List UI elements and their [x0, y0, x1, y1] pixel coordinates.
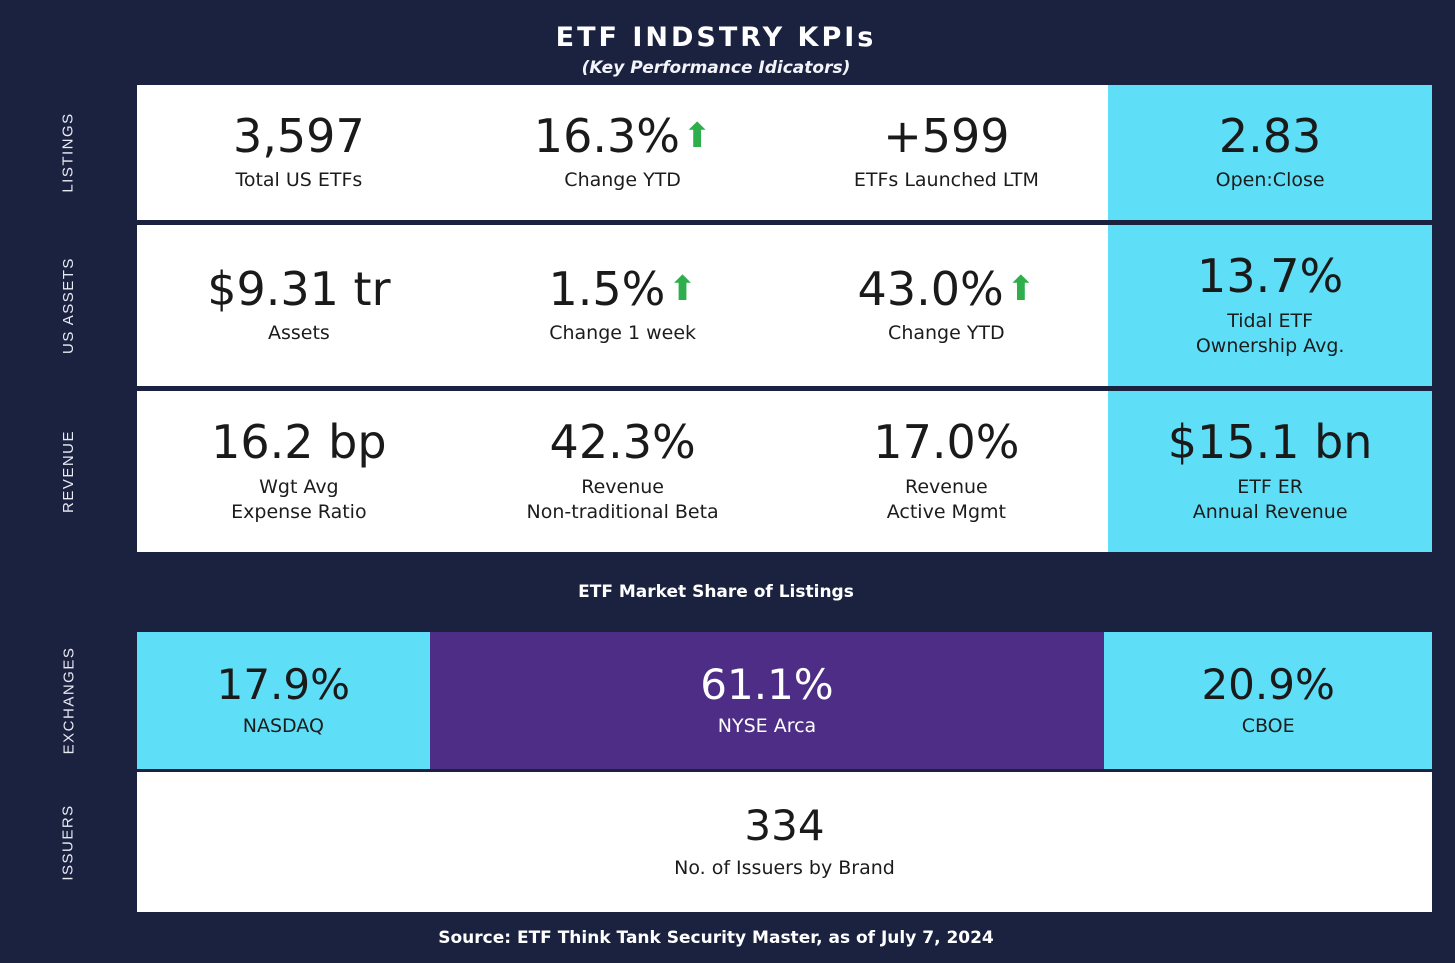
kpi-label: Open:Close: [1215, 169, 1325, 192]
kpi-label: Change YTD: [564, 169, 681, 192]
kpi-value: 3,597: [233, 108, 365, 163]
issuers-gutter: ISSUERS: [0, 772, 137, 912]
kpi-value: 43.0%: [857, 261, 1004, 316]
exchanges-row: EXCHANGES 17.9% NASDAQ 61.1% NYSE Arca 2…: [0, 632, 1432, 769]
kpi-label: ETFs Launched LTM: [853, 169, 1039, 192]
kpi-open-close: 2.83 Open:Close: [1108, 85, 1432, 220]
listings-cards: 3,597 Total US ETFs 16.3% ⬆ Change YTD +5…: [137, 85, 1432, 220]
source-text: Source: ETF Think Tank Security Master, …: [438, 928, 994, 948]
page-subtitle: (Key Performance Idicators): [581, 58, 851, 78]
kpi-label: Assets: [267, 322, 330, 345]
kpi-label: Wgt Avg Expense Ratio: [231, 475, 367, 524]
revenue-row: REVENUE 16.2 bp Wgt Avg Expense Ratio 42…: [0, 391, 1432, 552]
revenue-cards: 16.2 bp Wgt Avg Expense Ratio 42.3% Reve…: [137, 391, 1432, 552]
us-assets-cards: $9.31 tr Assets 1.5% ⬆ Change 1 week 43.0…: [137, 225, 1432, 386]
revenue-gutter: REVENUE: [0, 391, 137, 552]
kpi-change-ytd-listings: 16.3% ⬆ Change YTD: [461, 85, 785, 220]
bar-segment-nyse-arca: 61.1% NYSE Arca: [429, 632, 1105, 769]
kpi-label: Change 1 week: [549, 322, 697, 345]
section-label-listings: LISTINGS: [59, 112, 77, 193]
kpi-etf-er-annual-revenue: $15.1 bn ETF ER Annual Revenue: [1108, 391, 1432, 552]
issuers-row: ISSUERS 334 No. of Issuers by Brand: [0, 772, 1432, 912]
kpi-label: Total US ETFs: [235, 169, 363, 192]
kpi-label: No. of Issuers by Brand: [674, 856, 895, 879]
market-share-bar: 17.9% NASDAQ 61.1% NYSE Arca 20.9% CBOE: [137, 632, 1432, 769]
market-share-title-band: ETF Market Share of Listings: [0, 552, 1432, 632]
exchanges-gutter: EXCHANGES: [0, 632, 137, 769]
kpi-etfs-launched-ltm: +599 ETFs Launched LTM: [785, 85, 1109, 220]
kpi-value: 13.7%: [1197, 249, 1344, 304]
kpi-revenue-active-mgmt: 17.0% Revenue Active Mgmt: [785, 391, 1109, 552]
kpi-value-with-arrow: 43.0% ⬆: [858, 264, 1036, 315]
segment-label: NASDAQ: [242, 714, 324, 737]
source-band: Source: ETF Think Tank Security Master, …: [0, 928, 1432, 948]
kpi-issuers-by-brand: 334 No. of Issuers by Brand: [137, 772, 1432, 912]
segment-label: NYSE Arca: [717, 714, 817, 737]
kpi-value: 16.2 bp: [211, 415, 387, 470]
kpi-value: +599: [883, 108, 1010, 163]
us-assets-gutter: US ASSETS: [0, 225, 137, 386]
up-arrow-icon: ⬆: [668, 269, 697, 310]
page-title: ETF INDSTRY KPIs: [555, 22, 877, 53]
kpi-assets: $9.31 tr Assets: [137, 225, 461, 386]
segment-label: CBOE: [1241, 714, 1295, 737]
kpi-label: Change YTD: [888, 322, 1005, 345]
section-label-exchanges: EXCHANGES: [59, 646, 77, 755]
section-label-revenue: REVENUE: [60, 429, 77, 514]
kpi-change-ytd-assets: 43.0% ⬆ Change YTD: [785, 225, 1109, 386]
kpi-label: Revenue Active Mgmt: [886, 475, 1006, 524]
us-assets-row: US ASSETS $9.31 tr Assets 1.5% ⬆ Change 1…: [0, 225, 1432, 386]
kpi-value: 1.5%: [548, 261, 666, 316]
issuers-cards: 334 No. of Issuers by Brand: [137, 772, 1432, 912]
listings-gutter: LISTINGS: [0, 85, 137, 220]
up-arrow-icon: ⬆: [682, 116, 712, 157]
kpi-value: 2.83: [1218, 108, 1322, 163]
kpi-label: Revenue Non-traditional Beta: [526, 475, 719, 524]
segment-value: 17.9%: [216, 659, 351, 709]
kpi-total-us-etfs: 3,597 Total US ETFs: [137, 85, 461, 220]
kpi-label: Tidal ETF Ownership Avg.: [1195, 309, 1345, 358]
up-arrow-icon: ⬆: [1006, 269, 1036, 310]
section-label-issuers: ISSUERS: [59, 803, 77, 881]
kpi-value-with-arrow: 16.3% ⬆: [534, 111, 712, 162]
kpi-value: 42.3%: [549, 415, 696, 470]
segment-value: 61.1%: [700, 659, 834, 709]
market-share-title: ETF Market Share of Listings: [578, 582, 854, 602]
segment-value: 20.9%: [1201, 659, 1335, 709]
listings-row: LISTINGS 3,597 Total US ETFs 16.3% ⬆ Chan…: [0, 85, 1432, 220]
bar-segment-nasdaq: 17.9% NASDAQ: [137, 632, 430, 769]
kpi-value: $15.1 bn: [1167, 415, 1373, 470]
kpi-tidal-ownership: 13.7% Tidal ETF Ownership Avg.: [1108, 225, 1432, 386]
kpi-value: $9.31 tr: [207, 261, 391, 316]
dashboard-header: ETF INDSTRY KPIs (Key Performance Idicat…: [0, 0, 1432, 85]
section-label-us-assets: US ASSETS: [60, 257, 77, 354]
kpi-value: 334: [744, 800, 825, 850]
kpi-revenue-nontraditional-beta: 42.3% Revenue Non-traditional Beta: [461, 391, 785, 552]
kpi-wgt-avg-expense-ratio: 16.2 bp Wgt Avg Expense Ratio: [137, 391, 461, 552]
kpi-value: 16.3%: [533, 108, 680, 163]
kpi-label: ETF ER Annual Revenue: [1192, 475, 1348, 524]
kpi-value: 17.0%: [873, 415, 1020, 470]
kpi-change-1-week: 1.5% ⬆ Change 1 week: [461, 225, 785, 386]
bar-segment-cboe: 20.9% CBOE: [1104, 632, 1432, 769]
kpi-value-with-arrow: 1.5% ⬆: [548, 264, 696, 315]
